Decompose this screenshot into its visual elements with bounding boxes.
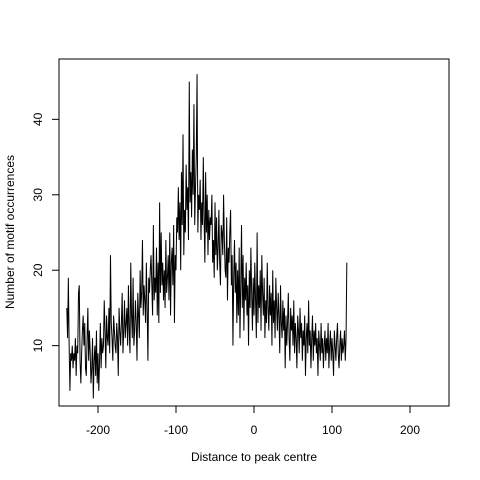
x-tick-label: -100	[164, 423, 188, 437]
y-axis-label: Number of motif occurrences	[3, 155, 17, 309]
y-tick-label: 30	[31, 188, 45, 202]
y-tick-label: 40	[31, 112, 45, 126]
x-axis-label: Distance to peak centre	[191, 450, 317, 464]
x-tick-label: 0	[251, 423, 258, 437]
x-tick-label: -200	[86, 423, 110, 437]
x-tick-label: 200	[400, 423, 420, 437]
x-axis: -200 -100 0 100 200	[86, 405, 420, 437]
series-line	[66, 74, 348, 399]
y-tick-label: 20	[31, 263, 45, 277]
y-tick-label: 10	[31, 339, 45, 353]
y-axis: 10 20 30 40	[31, 112, 60, 353]
x-tick-label: 100	[322, 423, 342, 437]
